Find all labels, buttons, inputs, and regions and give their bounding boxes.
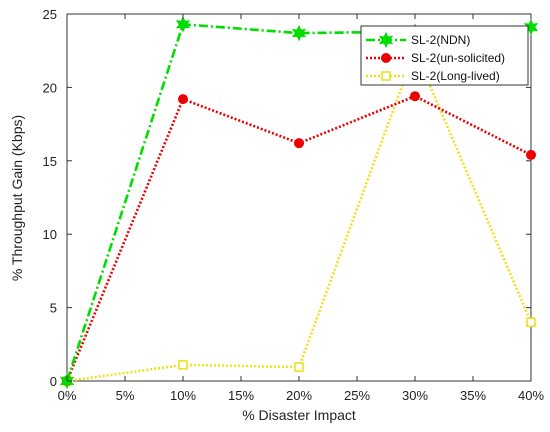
- x-tick-label: 15%: [228, 388, 254, 403]
- y-tick-label: 5: [50, 301, 57, 316]
- x-tick-label: 25%: [344, 388, 370, 403]
- x-tick-label: 0%: [58, 388, 77, 403]
- legend-marker: [381, 53, 391, 63]
- series-2: [62, 91, 536, 386]
- y-tick-label: 20: [43, 80, 57, 95]
- legend-label: SL-2(Long-lived): [411, 69, 500, 83]
- data-point: [294, 138, 304, 149]
- data-point: [291, 24, 307, 42]
- legend-marker: [378, 31, 394, 49]
- legend-label: SL-2(un-solicited): [411, 51, 505, 65]
- x-tick-label: 10%: [170, 388, 196, 403]
- legend: SL-2(NDN) SL-2(un-solicited) SL-2(Long-liv…: [360, 25, 529, 86]
- data-point: [178, 360, 188, 370]
- legend-label: SL-2(NDN): [411, 33, 470, 47]
- y-tick-label: 15: [43, 154, 57, 169]
- data-point: [526, 317, 536, 328]
- data-point: [526, 149, 536, 160]
- x-tick-label: 20%: [286, 388, 312, 403]
- tick-layer: 0% 5% 10% 15% 20% 25% 30% 35% 40% 0 5 10 15 20 25: [43, 7, 545, 403]
- data-point: [178, 94, 188, 105]
- data-point: [523, 19, 539, 36]
- y-tick-label: 25: [43, 7, 57, 22]
- data-point: [294, 362, 304, 372]
- y-axis-label: % Throughput Gain (Kbps): [9, 115, 25, 281]
- x-tick-label: 35%: [460, 388, 486, 403]
- data-point: [175, 16, 191, 33]
- legend-marker: [381, 71, 391, 81]
- x-tick-label: 5%: [116, 388, 135, 403]
- x-tick-label: 30%: [402, 388, 428, 403]
- x-tick-label: 40%: [518, 388, 544, 403]
- y-tick-label: 0: [50, 374, 57, 389]
- x-axis-label: % Disaster Impact: [242, 407, 356, 423]
- y-tick-label: 10: [43, 227, 57, 242]
- data-point: [410, 91, 420, 102]
